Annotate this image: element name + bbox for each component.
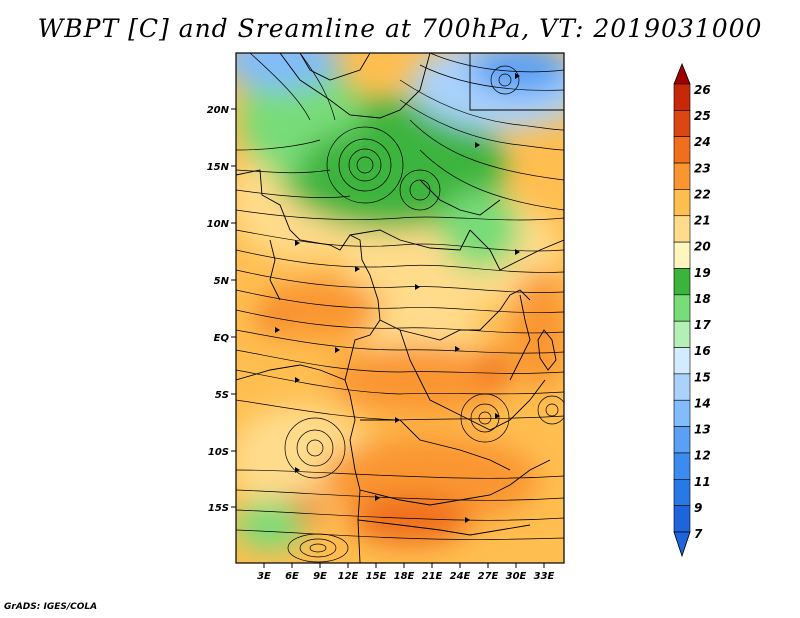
lat-label: 5S [215, 390, 229, 401]
lon-label: 6E [285, 571, 299, 582]
lon-label: 30E [506, 571, 527, 582]
longitude-labels: 3E 6E 9E 12E 15E 18E 21E 24E 27E 30E 33E [257, 571, 554, 582]
colorbar-swatch [673, 478, 691, 506]
lon-label: 18E [394, 571, 415, 582]
colorbar-swatch [673, 83, 691, 111]
lon-label: 33E [534, 571, 555, 582]
colorbar-swatch [673, 373, 691, 401]
map-frame [235, 52, 565, 564]
lon-label: 3E [257, 571, 271, 582]
colorbar-label: 18 [694, 292, 711, 306]
colorbar-label: 11 [694, 475, 711, 489]
colorbar-swatch [673, 505, 691, 533]
colorbar-swatch [673, 426, 691, 454]
lat-label: 15N [207, 162, 230, 173]
colorbar-label: 15 [694, 370, 711, 384]
colorbar-label: 7 [694, 527, 703, 541]
colorbar-label: 25 [694, 109, 711, 123]
lon-label: 9E [313, 571, 327, 582]
colorbar-label: 16 [694, 344, 711, 358]
lat-label: 5N [214, 276, 230, 287]
colorbar-label: 19 [694, 266, 711, 280]
lat-label: 10N [207, 219, 230, 230]
credit-text: GrADS: IGES/COLA [4, 602, 98, 612]
colorbar-swatch [673, 320, 691, 348]
colorbar-label: 21 [694, 214, 711, 228]
colorbar-swatch [673, 294, 691, 322]
colorbar-label: 9 [694, 501, 702, 515]
latitude-labels: 20N 15N 10N 5N EQ 5S 10S 15S [207, 105, 230, 514]
axis-ticks [231, 108, 545, 568]
colorbar-label: 24 [694, 135, 711, 149]
streamlines [236, 53, 564, 563]
colorbar-label: 20 [694, 240, 711, 254]
colorbar-swatch [673, 110, 691, 138]
colorbar-swatch [673, 162, 691, 190]
lon-label: 27E [478, 571, 499, 582]
colorbar-swatch [673, 215, 691, 243]
lat-label: 20N [207, 105, 230, 116]
colorbar: 26 25 24 23 22 21 20 19 18 17 16 15 14 13 12 11 9 7 [673, 62, 711, 558]
colorbar-swatch [673, 136, 691, 164]
colorbar-label: 17 [694, 318, 711, 332]
colorbar-swatch [673, 452, 691, 480]
lat-label: EQ [214, 333, 230, 344]
colorbar-high-arrow [673, 62, 691, 85]
colorbar-label: 13 [694, 423, 711, 437]
country-borders [236, 53, 564, 563]
colorbar-label: 22 [694, 187, 711, 201]
colorbar-swatch [673, 241, 691, 269]
colorbar-low-arrow [673, 531, 691, 558]
lon-label: 15E [366, 571, 387, 582]
colorbar-label: 12 [694, 449, 711, 463]
colorbar-label: 23 [694, 161, 711, 175]
lat-label: 15S [208, 503, 229, 514]
lon-label: 24E [450, 571, 471, 582]
colorbar-label: 26 [694, 83, 711, 97]
colorbar-swatch [673, 399, 691, 427]
colorbar-label: 14 [694, 396, 711, 410]
colorbar-swatch [673, 347, 691, 375]
colorbar-swatch [673, 268, 691, 296]
lon-label: 21E [422, 571, 443, 582]
lat-label: 10S [208, 447, 229, 458]
colorbar-swatch [673, 189, 691, 217]
lon-label: 12E [338, 571, 359, 582]
map-title: WBPT [C] and Sreamline at 700hPa, VT: 20… [37, 14, 763, 43]
